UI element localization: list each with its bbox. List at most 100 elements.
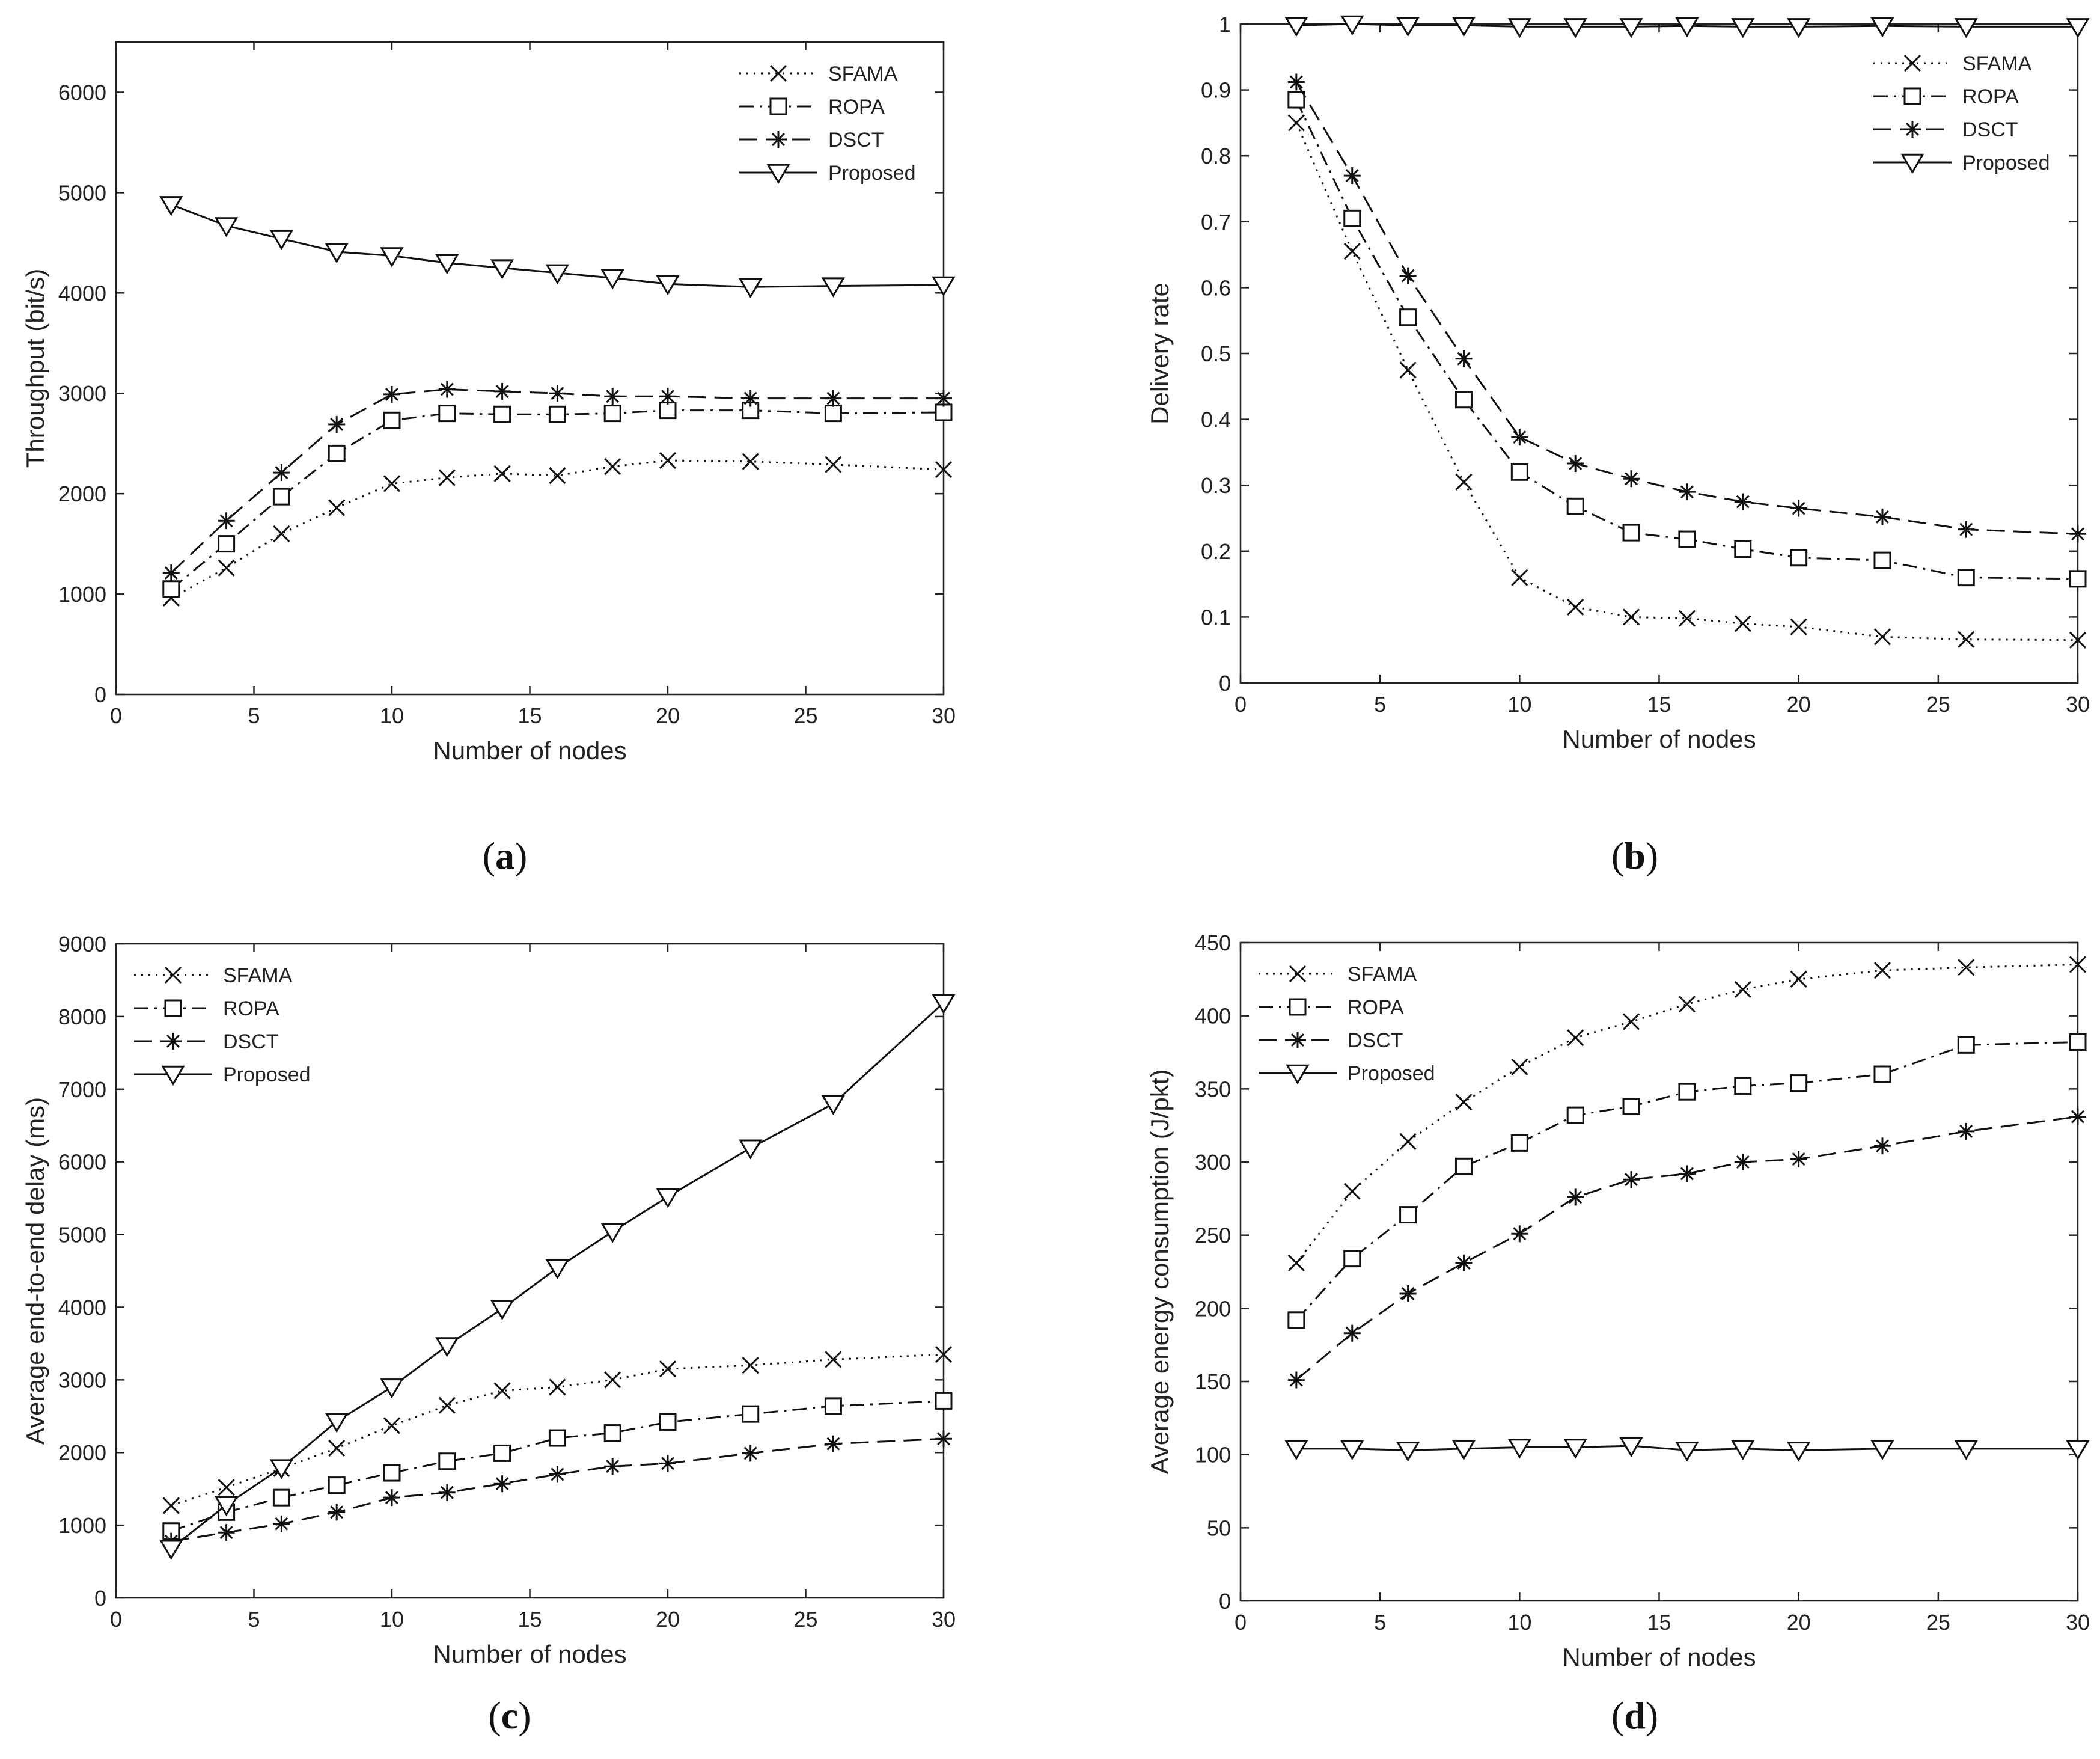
data-point-sfama — [1511, 569, 1528, 586]
data-point-ropa — [1454, 391, 1473, 409]
y-tick-label: 2000 — [58, 1440, 106, 1465]
legend-marker-proposed — [1286, 1064, 1310, 1085]
data-point-sfama — [1790, 618, 1807, 635]
y-tick-label: 200 — [1195, 1296, 1231, 1321]
data-point-ropa — [548, 405, 566, 423]
panel-caption: (d) — [1611, 1694, 1658, 1737]
x-tick-label: 10 — [380, 703, 404, 728]
data-point-sfama-stroke-2 — [273, 525, 290, 542]
data-point-sfama-stroke-2 — [1511, 1058, 1528, 1075]
data-point-sfama-stroke-2 — [549, 467, 566, 485]
data-point-ropa — [1678, 1083, 1696, 1101]
data-point-dsct — [1567, 455, 1584, 473]
x-tick-label: 0 — [1235, 1610, 1247, 1635]
data-point-proposed — [1340, 1440, 1364, 1461]
data-point-ropa — [2069, 570, 2087, 588]
data-point-dsct — [742, 390, 759, 407]
data-point-sfama — [1399, 361, 1417, 379]
data-point-sfama-stroke-2 — [825, 456, 842, 473]
data-point-dsct — [659, 388, 676, 405]
data-point-sfama-stroke-2 — [1790, 618, 1807, 635]
data-point-proposed — [435, 254, 459, 275]
data-point-dsct — [1873, 508, 1891, 525]
x-tick-label: 0 — [110, 703, 122, 728]
data-point-ropa — [1622, 1098, 1640, 1116]
y-tick-label: 0 — [1219, 1589, 1231, 1614]
data-point-proposed — [1731, 1440, 1755, 1461]
data-point-sfama — [604, 458, 621, 476]
y-tick-label: 250 — [1195, 1223, 1231, 1248]
data-point-sfama-stroke-2 — [328, 499, 346, 516]
data-point-ropa — [1510, 1134, 1528, 1152]
data-point-dsct-ray-4 — [330, 418, 344, 431]
data-point-proposed — [1507, 18, 1531, 38]
y-axis-label: Average end-to-end delay (ms) — [21, 1097, 49, 1445]
x-tick-label: 5 — [1374, 1610, 1386, 1635]
panel-caption: (b) — [1611, 834, 1658, 877]
data-point-sfama — [1958, 631, 1975, 648]
data-point-sfama — [383, 475, 401, 492]
legend-label-ropa: ROPA — [1348, 996, 1404, 1019]
data-point-dsct-ray-4 — [1457, 352, 1471, 366]
y-tick-label: 300 — [1195, 1150, 1231, 1175]
legend-label-proposed: Proposed — [828, 162, 916, 185]
series-line-dsct — [1295, 1116, 2078, 1381]
data-point-proposed — [214, 1496, 239, 1517]
data-point-proposed — [1340, 15, 1364, 36]
x-tick-label: 15 — [517, 1607, 542, 1632]
data-point-ropa — [1790, 549, 1808, 567]
data-point-sfama — [659, 452, 677, 470]
caption-close-paren: ) — [1646, 834, 1658, 877]
data-point-dsct — [218, 1524, 235, 1541]
data-point-dsct — [383, 1489, 400, 1507]
data-point-ropa — [1622, 524, 1640, 542]
plot-frame — [1239, 23, 2079, 684]
data-point-sfama — [1623, 1013, 1640, 1030]
data-point-dsct — [604, 388, 621, 405]
data-point-sfama-stroke-2 — [438, 1396, 456, 1414]
data-point-ropa — [1566, 497, 1584, 515]
data-point-sfama — [1343, 243, 1361, 260]
y-axis-label: Throughput (bit/s) — [21, 269, 49, 468]
data-point-sfama — [1511, 1058, 1528, 1075]
legend-marker-dsct — [165, 1033, 182, 1050]
data-point-dsct — [438, 381, 456, 398]
legend-label-dsct: DSCT — [1962, 118, 2018, 141]
legend-label-ropa: ROPA — [1962, 85, 2019, 108]
y-tick-label: 4000 — [58, 1295, 106, 1320]
data-point-dsct-ray-4 — [826, 1437, 840, 1451]
data-point-ropa — [1790, 1074, 1808, 1092]
data-point-ropa — [1399, 1206, 1417, 1224]
data-point-dsct-ray-4 — [606, 1460, 620, 1473]
y-tick-label: 100 — [1195, 1443, 1231, 1467]
data-point-dsct-ray-4 — [1959, 522, 1973, 536]
data-point-proposed — [1870, 17, 1894, 38]
data-point-ropa — [603, 405, 621, 423]
series-line-dsct — [1295, 81, 2078, 535]
data-point-ropa — [1287, 91, 1305, 109]
data-point-dsct-ray-4 — [1680, 485, 1694, 499]
caption-open-paren: ( — [1611, 834, 1624, 877]
x-tick-label: 5 — [248, 1607, 260, 1632]
data-point-ropa — [1566, 1106, 1584, 1124]
data-point-proposed — [380, 247, 404, 268]
data-point-proposed — [159, 196, 183, 216]
data-point-ropa — [659, 1413, 677, 1431]
data-point-dsct — [328, 415, 346, 433]
data-point-dsct-ray-4 — [1569, 457, 1583, 470]
data-point-proposed — [739, 278, 763, 299]
data-point-sfama-stroke-2 — [1343, 1182, 1361, 1200]
data-point-proposed — [1619, 1437, 1643, 1458]
y-tick-label: 400 — [1195, 1004, 1231, 1029]
data-point-dsct — [2069, 525, 2086, 543]
legend-label-dsct: DSCT — [223, 1030, 279, 1053]
data-point-dsct — [1958, 521, 1975, 538]
data-point-sfama-stroke-2 — [383, 1417, 401, 1434]
data-point-ropa — [1678, 530, 1696, 548]
y-axis-label: Delivery rate — [1146, 283, 1174, 424]
data-point-ropa — [328, 1476, 346, 1494]
caption-close-paren: ) — [518, 1694, 531, 1737]
data-point-sfama-stroke-2 — [1958, 959, 1975, 976]
x-tick-label: 20 — [656, 1607, 680, 1632]
plot-frame — [115, 41, 945, 696]
